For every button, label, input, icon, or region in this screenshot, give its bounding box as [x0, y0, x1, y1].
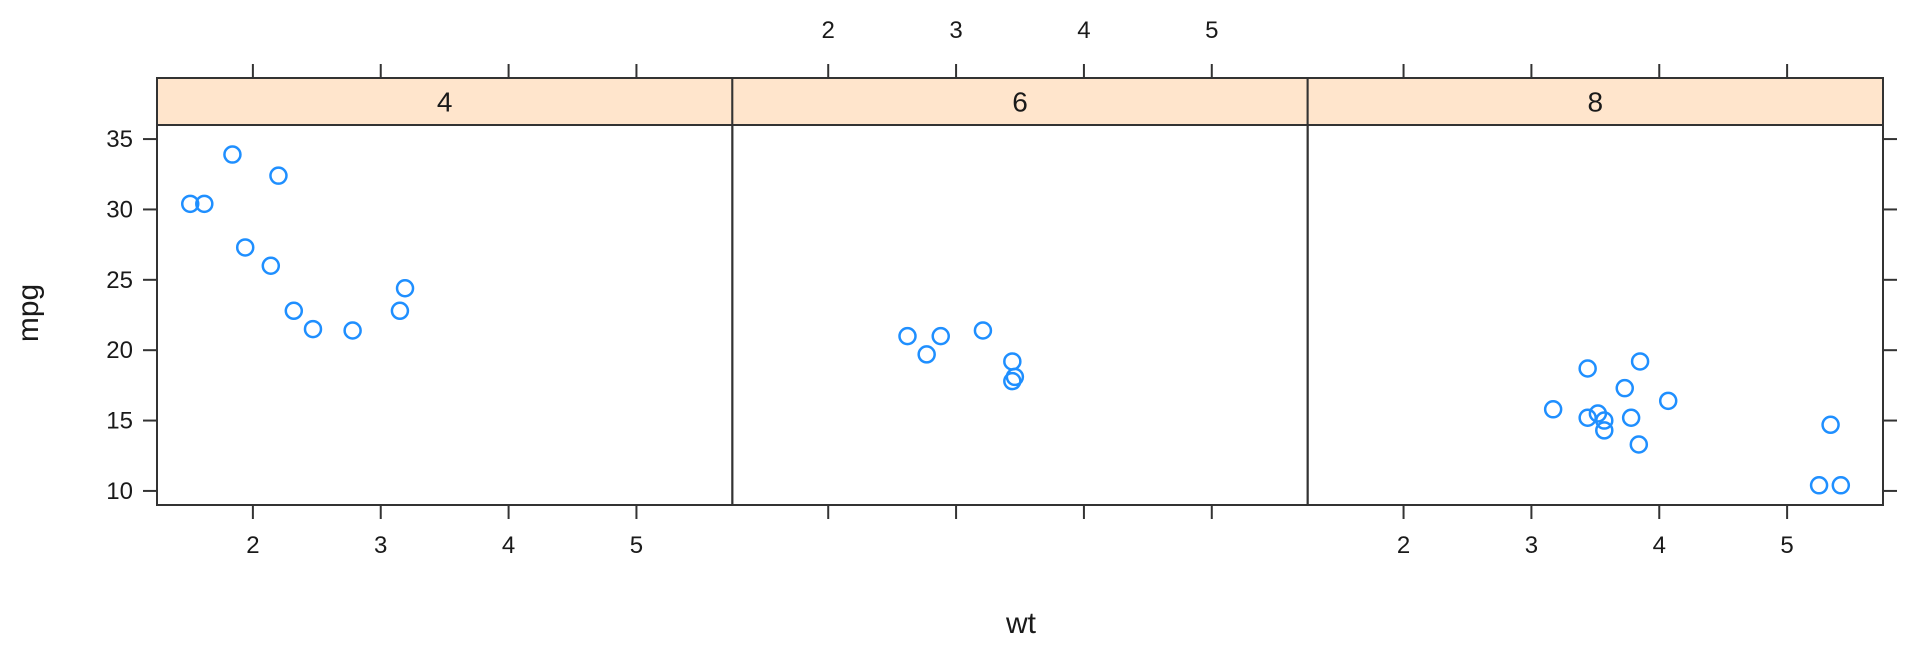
x-tick-label: 5	[1780, 532, 1793, 559]
y-tick-label: 10	[106, 478, 133, 505]
strip-label: 4	[437, 87, 453, 118]
data-point	[931, 326, 950, 346]
data-point	[343, 321, 362, 340]
x-tick-label: 5	[630, 532, 643, 559]
data-point	[1578, 359, 1597, 378]
data-point	[1615, 378, 1634, 398]
x-tick-label: 5	[1205, 17, 1218, 44]
strip-background	[731, 77, 1309, 126]
data-point	[917, 345, 936, 364]
data-point	[1809, 476, 1829, 495]
data-point	[395, 279, 415, 298]
data-point	[1821, 415, 1840, 435]
strip-background	[156, 77, 734, 126]
strip-label: 6	[1012, 87, 1028, 118]
y-tick-label: 15	[106, 408, 133, 435]
x-tick-label: 3	[1525, 532, 1538, 559]
panel-6: 6 2 3 4 5	[731, 17, 1309, 519]
x-tick-label: 3	[949, 17, 962, 44]
x-tick-label: 3	[374, 532, 387, 559]
panel-8: 8 2 3 4 5	[1306, 64, 1884, 559]
x-tick-label: 2	[246, 532, 259, 559]
panel-frame	[1306, 124, 1884, 506]
data-point	[1543, 400, 1563, 419]
y-tick-label: 30	[106, 196, 133, 223]
data-point	[180, 194, 200, 214]
data-point	[223, 145, 242, 164]
data-point	[1658, 391, 1678, 411]
data-point	[390, 301, 410, 321]
data-point	[1005, 367, 1025, 387]
x-tick-label: 2	[822, 17, 835, 44]
panel-4: 4 2 3 4 5	[156, 64, 734, 559]
data-point	[1578, 408, 1597, 427]
data-point	[195, 194, 214, 214]
strip-label: 8	[1588, 87, 1604, 118]
data-point	[269, 166, 288, 185]
data-point	[973, 321, 993, 340]
data-point	[261, 256, 281, 275]
data-point	[1003, 352, 1022, 371]
x-tick-label: 4	[1653, 532, 1666, 559]
data-point	[235, 238, 255, 257]
data-point	[1630, 352, 1650, 371]
plot-layer: 4 2 3 4 5 6 2 3 4 5 8 2 3 4 5 10 15 20 25 30 35	[106, 17, 1897, 559]
data-point	[1621, 408, 1641, 427]
x-tick-label: 2	[1397, 532, 1410, 559]
strip-background	[1306, 77, 1884, 126]
y-tick-label: 20	[106, 337, 133, 364]
data-point	[1595, 421, 1614, 440]
data-point	[1629, 435, 1649, 454]
data-point	[1595, 411, 1614, 430]
data-point	[284, 301, 304, 321]
y-tick-label: 35	[106, 126, 133, 153]
y-tick-label: 25	[106, 267, 133, 294]
data-point	[1831, 476, 1851, 495]
x-tick-label: 4	[502, 532, 515, 559]
data-point	[898, 326, 917, 346]
data-point	[303, 319, 323, 339]
panel-frame	[156, 124, 734, 506]
x-axis-title: wt	[1005, 607, 1037, 640]
y-axis-title: mpg	[12, 284, 45, 342]
x-tick-label: 4	[1077, 17, 1090, 44]
panel-frame	[731, 124, 1309, 506]
